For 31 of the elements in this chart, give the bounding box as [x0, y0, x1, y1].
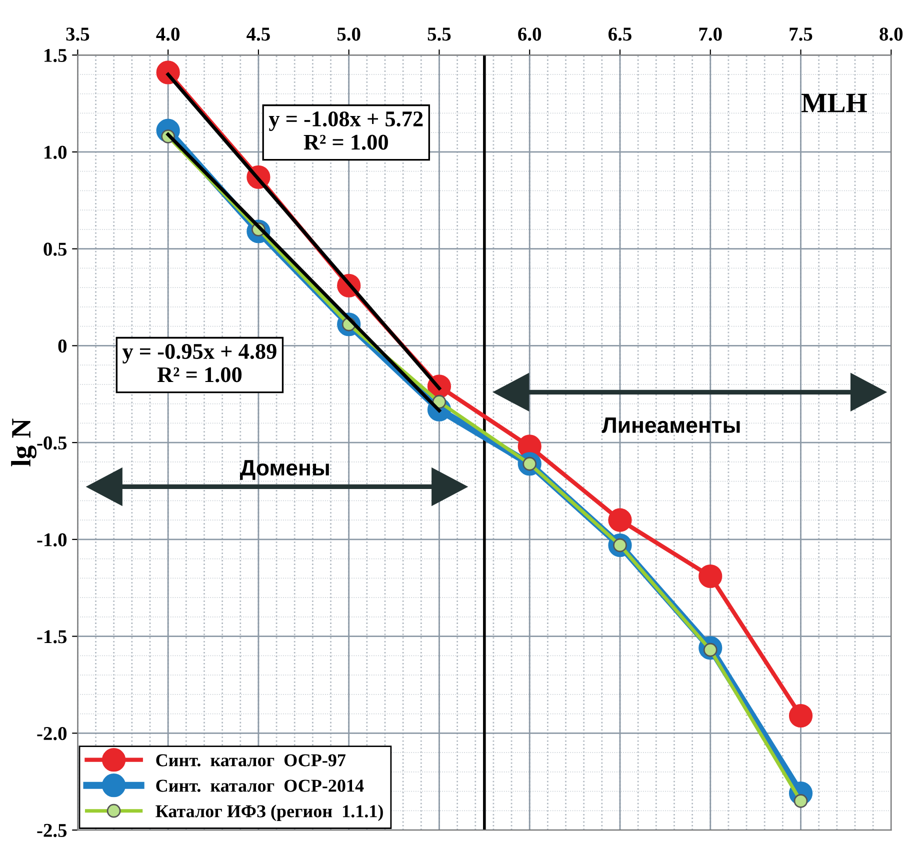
x-tick-label: 3.5 — [66, 28, 90, 41]
point — [698, 564, 722, 588]
annotation: y = -0.95x + 4.89 R² = 1.00 — [122, 344, 276, 382]
annotation: y = -1.08x + 5.72 R² = 1.00 — [268, 111, 423, 150]
x-tick-label: 7.5 — [790, 28, 812, 41]
y-tick-label: -0.5 — [37, 436, 67, 450]
y-tick-label: 1.5 — [44, 48, 67, 62]
annotation: MLH — [802, 94, 867, 112]
annotation: Линеаменты — [602, 418, 740, 434]
legend-label: Синт. каталог ОСР-2014 — [156, 780, 364, 792]
x-tick-label: 4.0 — [156, 28, 180, 41]
y-tick-label: -1.5 — [37, 630, 67, 644]
point — [788, 704, 813, 728]
x-tick-label: 6.5 — [608, 28, 632, 41]
legend-label: Синт. каталог ОСР-97 — [156, 754, 346, 766]
x-tick-label: 5.5 — [428, 28, 451, 41]
x-tick-label: 5.0 — [337, 28, 360, 41]
point — [608, 508, 632, 532]
x-tick-label: 4.5 — [246, 28, 270, 41]
y-tick-label: 0 — [58, 340, 67, 353]
y-tick-label: -1.0 — [37, 533, 67, 546]
annotation: Домены — [240, 460, 329, 480]
legend-label: Каталог ИФЗ (регион 1.1.1) — [156, 804, 383, 822]
x-tick-label: 8.0 — [880, 28, 903, 41]
x-tick-label: 7.0 — [699, 28, 722, 41]
y-tick-label: -2.0 — [37, 727, 67, 740]
y-tick-label: -2.5 — [37, 824, 67, 838]
x-tick-label: 6.0 — [518, 28, 542, 41]
y-axis-title: lg N — [11, 418, 36, 466]
y-tick-label: 1.0 — [44, 146, 67, 159]
y-tick-label: 0.5 — [44, 242, 67, 256]
